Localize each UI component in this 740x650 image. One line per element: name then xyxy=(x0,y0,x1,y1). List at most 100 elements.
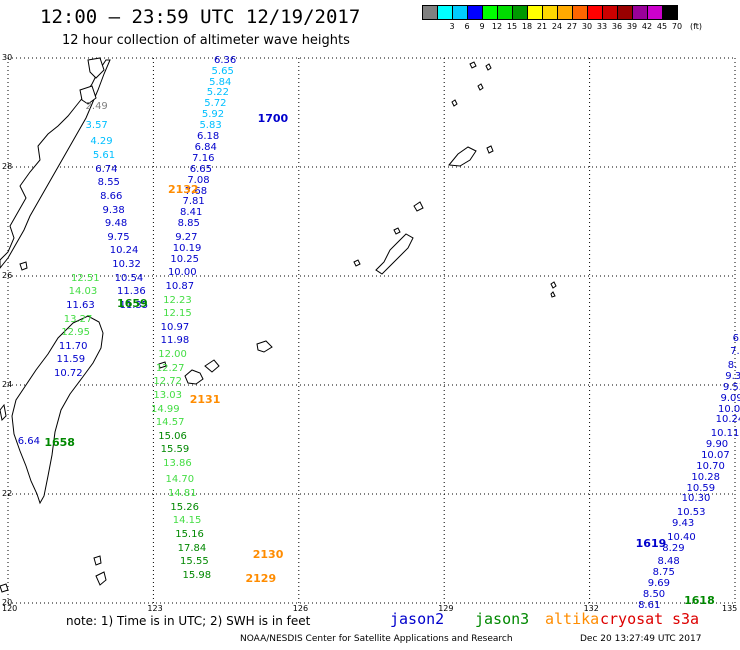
wave-height-value: 10.53 xyxy=(676,507,706,519)
coastline-tokara-4 xyxy=(451,99,458,107)
wave-height-value: 9.09 xyxy=(720,392,740,404)
wave-height-value: 11.36 xyxy=(117,286,146,298)
wave-height-value: 10.19 xyxy=(172,242,202,254)
satellite-name: jason2 xyxy=(390,610,445,628)
x-tick-label: 132 xyxy=(583,604,599,613)
wave-height-value: 10.30 xyxy=(681,493,711,505)
wave-height-value: 8.55 xyxy=(97,177,120,189)
legend-label: 70 xyxy=(671,22,683,31)
coastline-iriomote xyxy=(204,359,220,373)
wave-height-value: 11.59 xyxy=(56,354,86,366)
coastline-taiwan xyxy=(11,315,104,505)
legend-label: 15 xyxy=(506,22,518,31)
wave-height-value: 8.48 xyxy=(657,556,680,568)
y-tick-label: 26 xyxy=(2,271,13,280)
wave-height-value: 6. xyxy=(732,332,740,344)
y-tick-label: 30 xyxy=(2,53,13,62)
wave-height-value: 5.61 xyxy=(92,150,116,162)
coastline-miyako xyxy=(256,340,273,353)
pass-time-label: 2130 xyxy=(252,547,284,561)
wave-height-value: 10.06 xyxy=(718,403,740,415)
wave-height-value: 10.70 xyxy=(696,460,725,472)
legend-label: 30 xyxy=(581,22,593,31)
wave-height-value: 10.07 xyxy=(701,449,730,461)
wave-height-value: 9.27 xyxy=(175,231,198,243)
wave-height-value: 14.99 xyxy=(150,403,180,415)
wave-height-value: 10.54 xyxy=(114,272,144,284)
wave-height-value: 8.75 xyxy=(652,567,675,579)
wave-height-value: 6.64 xyxy=(17,436,40,448)
wave-height-value: 6.74 xyxy=(95,163,118,175)
wave-height-value: 12.51 xyxy=(71,272,100,284)
wave-height-value: 11.63 xyxy=(66,299,95,311)
coastline-yonaguni xyxy=(158,361,167,369)
wave-height-value: 8. xyxy=(727,359,738,371)
footer-note: note: 1) Time is in UTC; 2) SWH is in fe… xyxy=(66,614,311,628)
coastline-zhoushan-2 xyxy=(79,85,97,105)
wave-height-value: 14.15 xyxy=(172,515,202,527)
satellite-name: cryosat xyxy=(600,610,664,628)
wave-height-value: 10.87 xyxy=(165,280,195,292)
coastline-mouth-islet xyxy=(19,261,28,271)
wave-height-value: 10.25 xyxy=(170,253,199,265)
wave-height-value: 12.72 xyxy=(153,376,183,388)
legend-label: 24 xyxy=(551,22,563,31)
wave-height-value: 15.16 xyxy=(175,528,204,540)
wave-height-value: 14.70 xyxy=(165,474,195,486)
wave-height-value: 3.57 xyxy=(85,120,108,132)
pass-time-label: 1618 xyxy=(684,594,715,608)
legend-label: 33 xyxy=(596,22,608,31)
lat-lon-grid xyxy=(7,57,736,604)
wave-height-value: 5.83 xyxy=(199,120,222,132)
footer-credit: NOAA/NESDIS Center for Satellite Applica… xyxy=(240,634,513,644)
wave-height-value: 14.03 xyxy=(68,286,98,298)
wave-height-value: 10.32 xyxy=(112,259,141,271)
pass-time-label: 1700 xyxy=(257,111,289,125)
wave-height-value: 6.36 xyxy=(213,54,237,66)
wave-height-value: 8.66 xyxy=(100,190,123,202)
wave-height-value: 7.08 xyxy=(187,174,210,186)
wave-height-value: 10.28 xyxy=(691,471,721,483)
footer-timestamp: Dec 20 13:27:49 UTC 2017 xyxy=(580,634,702,644)
wave-height-value: 8.50 xyxy=(642,588,666,600)
pass-time-label: 1659 xyxy=(117,297,148,311)
wave-height-value: 5.22 xyxy=(206,87,229,99)
coastline-batanes-2 xyxy=(95,571,107,586)
wave-height-value: 8.29 xyxy=(662,542,685,554)
wave-height-value: 15.06 xyxy=(158,430,187,442)
wave-height-value: 14.81 xyxy=(167,488,197,499)
wave-height-value: 15.26 xyxy=(170,501,199,513)
legend-label: 12 xyxy=(491,22,503,31)
color-legend xyxy=(422,5,678,20)
legend-label: 6 xyxy=(464,22,470,31)
legend-label: 42 xyxy=(641,22,653,31)
wave-height-value: 12.27 xyxy=(155,362,185,374)
coastline-tokunoshima xyxy=(413,201,424,212)
satellite-name: altika xyxy=(545,610,600,628)
wave-height-value: 12.15 xyxy=(163,308,192,320)
wave-height-value: 17.84 xyxy=(177,542,207,554)
legend-label: 39 xyxy=(626,22,638,31)
wave-height-value: 8.41 xyxy=(180,207,203,219)
wave-height-value: 15.98 xyxy=(182,569,212,581)
wave-height-value: 6.18 xyxy=(197,131,220,143)
legend-label: 21 xyxy=(536,22,548,31)
y-tick-label: 24 xyxy=(2,380,13,389)
wave-height-value: 9.69 xyxy=(647,577,671,589)
wave-height-value: 13.86 xyxy=(163,458,192,470)
coastline-tokara-3 xyxy=(477,83,484,91)
coastline-tokara-2 xyxy=(485,63,492,71)
coastline-tokara-5 xyxy=(486,145,494,154)
wave-height-value: 13.27 xyxy=(63,313,93,325)
coastlines xyxy=(0,57,557,593)
coastline-kume xyxy=(353,259,361,267)
wave-height-value: 9.3 xyxy=(725,370,740,382)
wave-height-value: 15.59 xyxy=(160,444,190,456)
wave-height-value: 10.24 xyxy=(109,245,139,257)
wave-height-value: 2.49 xyxy=(85,101,108,113)
legend-label: 3 xyxy=(449,22,455,31)
coastline-pratas xyxy=(0,583,9,593)
coastline-amami xyxy=(448,146,477,167)
